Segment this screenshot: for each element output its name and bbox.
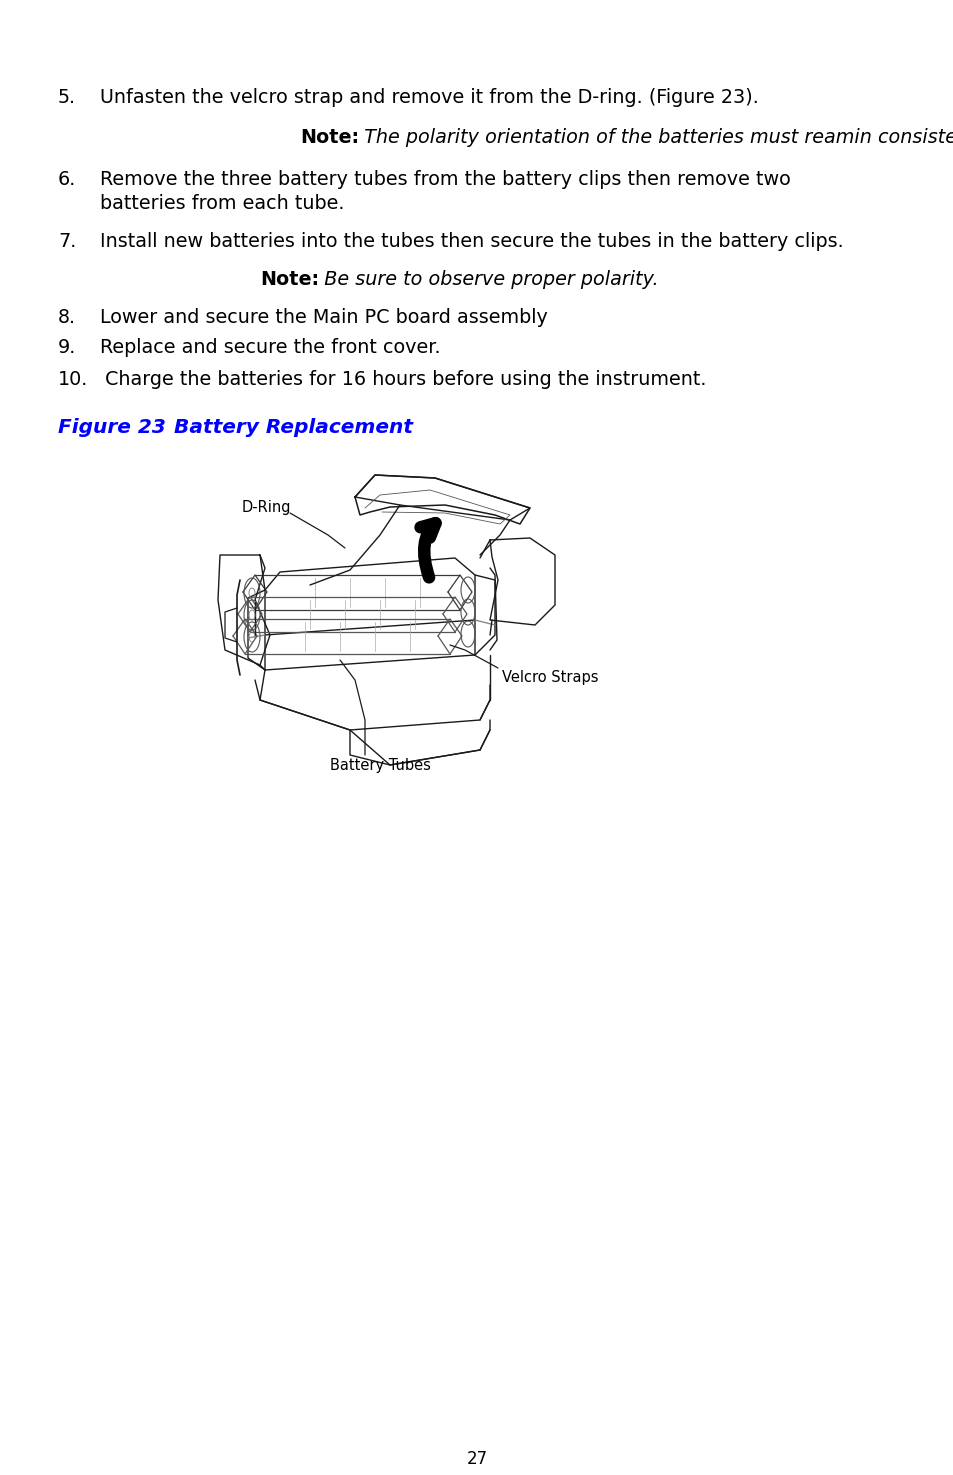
Text: batteries from each tube.: batteries from each tube. — [100, 195, 344, 212]
Text: 6.: 6. — [58, 170, 76, 189]
Text: Install new batteries into the tubes then secure the tubes in the battery clips.: Install new batteries into the tubes the… — [100, 232, 842, 251]
Text: Battery Replacement: Battery Replacement — [146, 417, 413, 437]
Text: 5.: 5. — [58, 88, 76, 108]
Text: Unfasten the velcro strap and remove it from the D-ring. (Figure 23).: Unfasten the velcro strap and remove it … — [100, 88, 758, 108]
Text: Figure 23: Figure 23 — [58, 417, 166, 437]
Text: 10.: 10. — [58, 370, 89, 389]
Text: 9.: 9. — [58, 338, 76, 357]
Text: Velcro Straps: Velcro Straps — [501, 670, 598, 684]
Text: D-Ring: D-Ring — [242, 500, 292, 515]
Text: Lower and secure the Main PC board assembly: Lower and secure the Main PC board assem… — [100, 308, 547, 327]
Text: Be sure to observe proper polarity.: Be sure to observe proper polarity. — [312, 270, 658, 289]
Text: 27: 27 — [466, 1450, 487, 1468]
Text: Battery Tubes: Battery Tubes — [330, 758, 431, 773]
Text: Note:: Note: — [260, 270, 319, 289]
Text: Charge the batteries for 16 hours before using the instrument.: Charge the batteries for 16 hours before… — [105, 370, 706, 389]
Text: 8.: 8. — [58, 308, 76, 327]
Text: Remove the three battery tubes from the battery clips then remove two: Remove the three battery tubes from the … — [100, 170, 790, 189]
Text: Note:: Note: — [299, 128, 358, 148]
Text: 7.: 7. — [58, 232, 76, 251]
Text: Replace and secure the front cover.: Replace and secure the front cover. — [100, 338, 440, 357]
Text: The polarity orientation of the batteries must reamin consistent.: The polarity orientation of the batterie… — [352, 128, 953, 148]
